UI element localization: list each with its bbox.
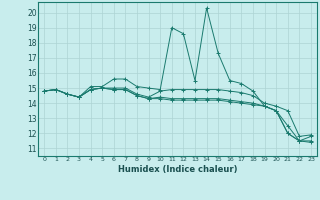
X-axis label: Humidex (Indice chaleur): Humidex (Indice chaleur) <box>118 165 237 174</box>
